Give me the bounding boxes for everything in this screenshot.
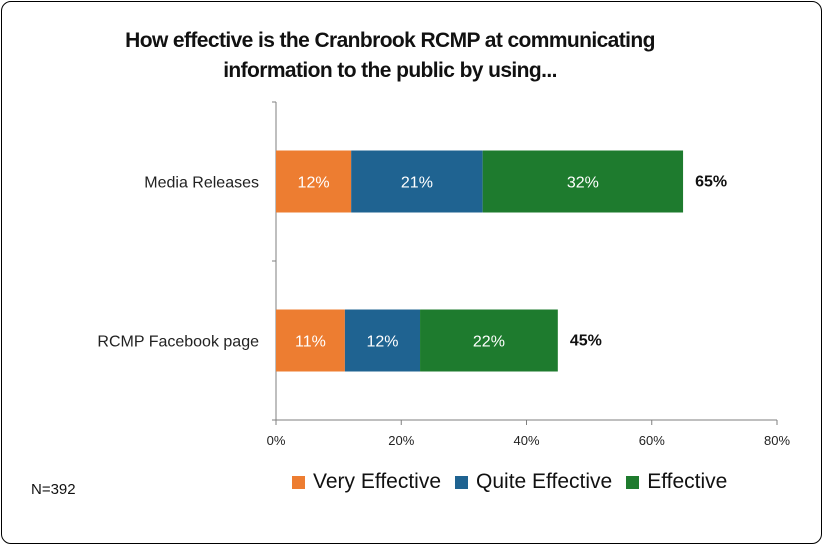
bar-segment bbox=[351, 150, 483, 213]
bar-segment bbox=[482, 150, 684, 213]
legend-item: Quite Effective bbox=[455, 470, 612, 494]
bar-segment bbox=[344, 309, 421, 372]
legend-label: Very Effective bbox=[313, 470, 442, 493]
chart-title-line-2: information to the public by using... bbox=[223, 59, 557, 82]
category-label: RCMP Facebook page bbox=[97, 334, 259, 351]
category-label: Media Releases bbox=[144, 175, 259, 192]
legend-label: Effective bbox=[647, 470, 728, 493]
x-tick-label: 40% bbox=[513, 433, 539, 448]
x-tick-label: 80% bbox=[764, 433, 790, 448]
data-label: 11% bbox=[295, 334, 326, 351]
data-label: 32% bbox=[567, 175, 599, 192]
bar-segment bbox=[420, 309, 558, 372]
data-label: 22% bbox=[473, 334, 505, 351]
chart-title: How effective is the Cranbrook RCMP at c… bbox=[0, 26, 780, 86]
x-tick-label: 60% bbox=[639, 433, 665, 448]
sample-size-note: N=392 bbox=[31, 481, 76, 498]
chart-legend: Very Effective Quite Effective Effective bbox=[292, 468, 741, 496]
legend-item: Effective bbox=[626, 470, 727, 494]
bar-segment bbox=[276, 150, 352, 213]
total-label: 45% bbox=[570, 333, 602, 350]
legend-label: Quite Effective bbox=[476, 470, 613, 493]
x-tick-label: 0% bbox=[267, 433, 286, 448]
legend-swatch bbox=[455, 475, 469, 489]
chart-title-line-1: How effective is the Cranbrook RCMP at c… bbox=[125, 29, 655, 52]
total-label: 65% bbox=[695, 174, 727, 191]
legend-item: Very Effective bbox=[292, 470, 441, 494]
legend-swatch bbox=[292, 475, 305, 489]
data-label: 21% bbox=[401, 175, 433, 192]
data-label: 12% bbox=[298, 175, 330, 192]
data-label: 12% bbox=[366, 334, 398, 351]
x-tick-label: 20% bbox=[388, 433, 414, 448]
legend-swatch bbox=[626, 475, 640, 489]
bar-segment bbox=[276, 309, 345, 372]
